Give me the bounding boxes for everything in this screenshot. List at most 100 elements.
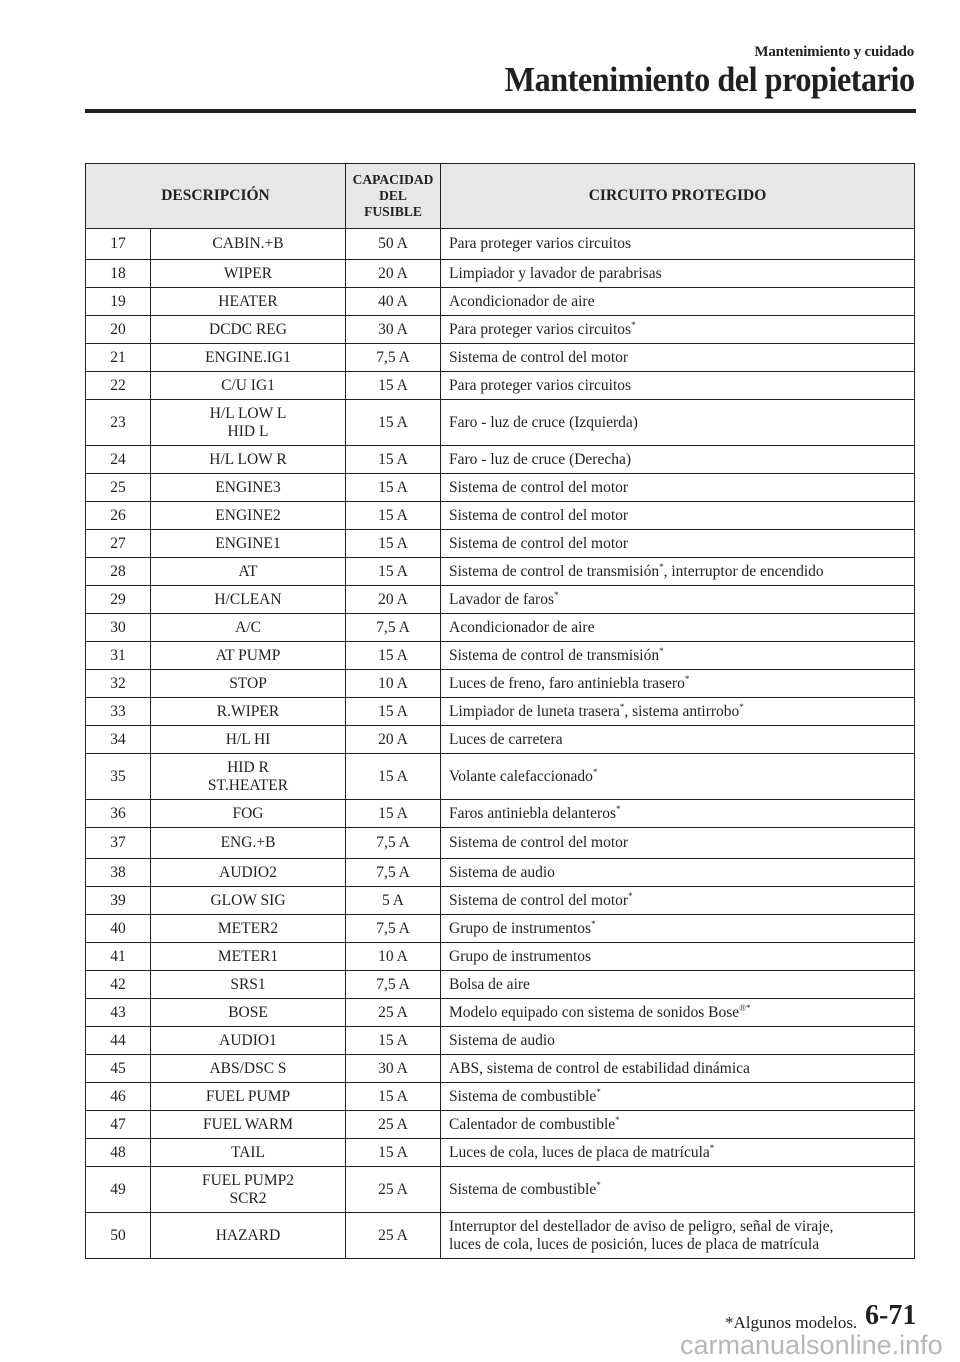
- fuse-capacity: 10 A: [345, 669, 441, 698]
- fuse-number-text: 35: [110, 767, 126, 785]
- protected-circuit-text: Acondicionador de aire: [449, 618, 595, 636]
- fuse-number: 27: [85, 529, 151, 558]
- fuse-capacity-text: 40 A: [378, 292, 408, 310]
- section-label: Mantenimiento y cuidado: [754, 44, 914, 60]
- table-row: 41 METER1 10 A Grupo de instrumentos: [85, 942, 915, 971]
- fuse-capacity-text: 20 A: [378, 264, 408, 282]
- table-row: 50 HAZARD 25 A Interruptor del destellador …: [85, 1212, 915, 1259]
- fuse-description-text: METER1: [217, 947, 279, 965]
- fuse-capacity: 7,5 A: [345, 343, 441, 372]
- fuse-number-text: 40: [110, 919, 126, 937]
- fuse-number-text: 50: [110, 1226, 126, 1244]
- fuse-capacity-text: 10 A: [378, 947, 408, 965]
- fuse-number: 24: [85, 445, 151, 474]
- protected-circuit: Limpiador y lavador de parabrisas: [440, 259, 915, 288]
- fuse-capacity-text: 30 A: [378, 320, 408, 338]
- fuse-description: ENGINE.IG1: [150, 343, 346, 372]
- protected-circuit-text: , sistema antirrobo: [624, 702, 740, 720]
- fuse-number-text: 46: [110, 1087, 126, 1105]
- fuse-number: 50: [85, 1212, 151, 1259]
- fuse-number-text: 26: [110, 506, 126, 524]
- fuse-capacity: 30 A: [345, 1054, 441, 1083]
- fuse-number-text: 21: [110, 348, 126, 366]
- header-circuit: CIRCUITO PROTEGIDO: [440, 163, 915, 229]
- fuse-capacity-text: 25 A: [378, 1180, 408, 1198]
- fuse-description-text: STOP: [229, 674, 267, 692]
- fuse-description: C/U IG1: [150, 371, 346, 400]
- fuse-capacity-text: 15 A: [378, 413, 408, 431]
- protected-circuit-text: Sistema de control de transmisión: [449, 646, 660, 664]
- table-row: 34 H/L HI 20 A Luces de carretera: [85, 725, 915, 754]
- footnote-marker: *: [684, 673, 690, 684]
- protected-circuit-text: Luces de cola, luces de placa de matrícu…: [449, 1143, 710, 1161]
- table-header-row: DESCRIPCIÓN CAPACIDAD DEL FUSIBLE CIRCUI…: [85, 163, 915, 229]
- fuse-description-text: AT PUMP: [215, 646, 281, 664]
- protected-circuit: Grupo de instrumentos: [440, 942, 915, 971]
- footnote-marker: *: [615, 1114, 620, 1125]
- fuse-capacity-text: 15 A: [378, 478, 408, 496]
- fuse-capacity-text: 7,5 A: [376, 834, 410, 851]
- protected-circuit-text: Para proteger varios circuitos: [449, 235, 632, 252]
- fuse-number-text: 44: [110, 1031, 126, 1049]
- fuse-number: 41: [85, 942, 151, 971]
- fuse-number: 39: [85, 886, 151, 915]
- fuse-description-text: ENGINE2: [215, 506, 281, 524]
- fuse-description: HEATER: [150, 287, 346, 316]
- fuse-number-text: 19: [110, 292, 126, 310]
- table-row: 25 ENGINE3 15 A Sistema de control del moto…: [85, 473, 915, 502]
- fuse-capacity: 7,5 A: [345, 914, 441, 943]
- fuse-description-text: AT: [238, 562, 258, 580]
- protected-circuit-text: Grupo de instrumentos: [449, 947, 592, 965]
- fuse-capacity-text: 25 A: [378, 1226, 408, 1244]
- fuse-description-text: ENGINE.IG1: [205, 348, 291, 366]
- fuse-capacity-text: 20 A: [378, 590, 408, 608]
- fuse-number-text: 17: [110, 235, 126, 252]
- fuse-description: CABIN.+B: [150, 228, 346, 260]
- fuse-capacity: 15 A: [345, 557, 441, 586]
- fuse-number: 44: [85, 1026, 151, 1055]
- fuse-number: 42: [85, 970, 151, 999]
- fuse-capacity: 7,5 A: [345, 970, 441, 999]
- fuse-number-text: 31: [110, 646, 126, 664]
- fuse-description-text: HAZARD: [215, 1226, 281, 1244]
- fuse-number-text: 24: [110, 450, 126, 468]
- protected-circuit-text: Sistema de combustible: [449, 1180, 597, 1198]
- fuse-description: HID R ST.HEATER: [150, 753, 346, 800]
- fuse-capacity: 30 A: [345, 315, 441, 344]
- fuse-description-text: C/U IG1: [221, 376, 275, 394]
- fuse-description-text: FOG: [232, 804, 264, 822]
- footnote-marker: *: [659, 645, 664, 656]
- header-capacity-line: CAPACIDAD: [352, 172, 434, 187]
- fuse-number-text: 43: [110, 1003, 126, 1021]
- protected-circuit: Sistema de combustible*: [440, 1082, 915, 1111]
- protected-circuit-text: Sistema de audio: [449, 863, 555, 881]
- fuse-description-text: SRS1: [230, 975, 266, 993]
- fuse-capacity: 20 A: [345, 725, 441, 754]
- fuse-number-text: 23: [110, 413, 126, 431]
- protected-circuit-text: Sistema de combustible: [449, 1087, 597, 1105]
- fuse-capacity: 15 A: [345, 1082, 441, 1111]
- table-row: 27 ENGINE1 15 A Sistema de control del moto…: [85, 529, 915, 558]
- protected-circuit: ABS, sistema de control de estabilidad d…: [440, 1054, 915, 1083]
- fuse-capacity: 15 A: [345, 501, 441, 530]
- fuse-number: 28: [85, 557, 151, 586]
- protected-circuit-text: Faros antiniebla delanteros: [449, 804, 617, 822]
- protected-circuit: Para proteger varios circuitos: [440, 371, 915, 400]
- table-row: 22 C/U IG1 15 A Para proteger varios circui…: [85, 371, 915, 400]
- fuse-description-text: GLOW SIG: [210, 891, 286, 909]
- protected-circuit: Modelo equipado con sistema de sonidos B…: [440, 998, 915, 1027]
- fuse-capacity: 25 A: [345, 998, 441, 1027]
- fuse-number-text: 38: [110, 863, 126, 881]
- protected-circuit: Para proteger varios circuitos*: [440, 315, 915, 344]
- fuse-description-text: SCR2: [229, 1189, 267, 1207]
- protected-circuit: Sistema de control de transmisión*: [440, 641, 915, 670]
- protected-circuit-text: Grupo de instrumentos: [449, 919, 592, 937]
- fuse-description: A/C: [150, 613, 346, 642]
- protected-circuit-text: ABS, sistema de control de estabilidad d…: [449, 1059, 750, 1077]
- fuse-capacity: 15 A: [345, 473, 441, 502]
- fuse-description: FUEL PUMP: [150, 1082, 346, 1111]
- fuse-number-text: 47: [110, 1115, 126, 1133]
- protected-circuit-text: Faro - luz de cruce (Izquierda): [449, 413, 638, 431]
- fuse-capacity-text: 7,5 A: [376, 618, 410, 636]
- fuse-description: ENGINE3: [150, 473, 346, 502]
